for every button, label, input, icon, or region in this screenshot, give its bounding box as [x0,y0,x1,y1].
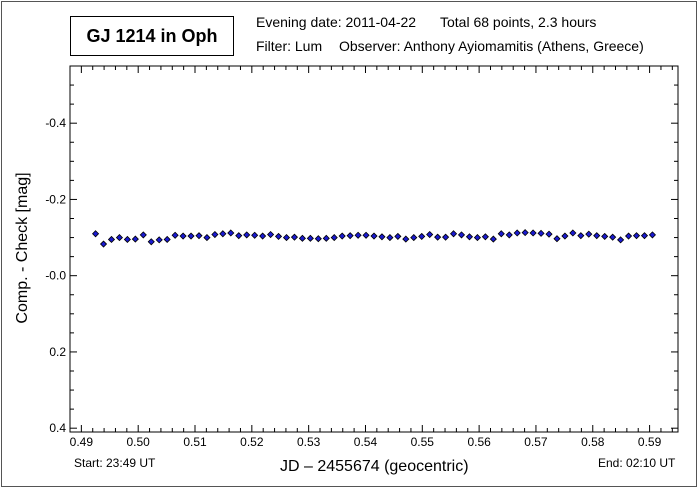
data-point [306,234,314,242]
data-point [147,238,155,246]
data-point [115,233,124,242]
data-point [585,230,593,238]
data-point [203,233,211,242]
data-point [465,233,474,241]
data-point [505,231,513,239]
data-point [434,233,442,241]
x-tick-label: 0.54 [354,435,378,449]
data-point [123,235,131,244]
y-tick-label: -0.0 [45,269,66,283]
data-point [354,231,362,239]
data-point [282,233,291,242]
data-point [648,231,656,239]
y-tick-label: 0.4 [49,421,66,435]
data-point [553,235,561,243]
data-point [537,229,545,237]
data-point [489,235,497,243]
data-point [442,233,450,241]
data-point [338,232,346,240]
data-point [99,240,108,248]
data-point [195,232,203,240]
data-point [274,232,283,240]
y-axis-label: Comp. - Check [mag] [14,172,31,324]
data-point [227,229,235,237]
y-tick-label: 0.2 [49,345,66,359]
end-time: End: 02:10 UT [598,456,676,470]
data-point [402,235,410,243]
data-point [529,229,537,237]
x-tick-label: 0.59 [638,435,662,449]
data-point [179,232,187,240]
data-point [426,230,434,239]
data-point [609,233,617,241]
data-point [131,235,139,243]
x-tick-label: 0.51 [183,435,207,449]
filter-info: Filter: Lum [256,38,323,54]
data-point [386,233,394,242]
data-point [632,232,641,240]
x-tick-label: 0.55 [411,435,435,449]
data-point [577,232,585,240]
y-tick-label: -0.2 [45,192,66,206]
data-point [267,230,275,239]
observer-info: Observer: Anthony Ayiomamitis (Athens, G… [339,38,644,54]
data-point [322,234,330,242]
data-point [259,232,267,240]
total-points: Total 68 points, 2.3 hours [440,14,597,30]
data-point [513,229,521,237]
data-point [394,232,402,240]
data-point [163,235,171,244]
data-point [362,231,370,239]
x-tick-label: 0.56 [467,435,491,449]
x-tick-label: 0.52 [240,435,264,449]
plot-area [69,65,679,433]
data-point [617,236,625,244]
data-point [561,232,569,240]
data-point [314,235,322,243]
evening-date: Evening date: 2011-04-22 [256,14,417,30]
data-point [235,232,243,240]
data-point [449,230,458,238]
x-tick-label: 0.50 [127,435,151,449]
data-point [521,229,529,237]
data-point [624,232,633,240]
data-point [410,233,418,242]
data-point [107,235,116,244]
data-point [601,232,609,240]
x-axis-label: JD – 2455674 (geocentric) [280,458,469,475]
x-tick-label: 0.53 [297,435,321,449]
y-tick-label: -0.4 [45,116,66,130]
data-point [298,234,306,242]
data-point [593,232,601,240]
data-point [378,233,386,241]
data-point [370,232,378,240]
start-time: Start: 23:49 UT [74,456,156,470]
data-point [457,231,466,239]
x-tick-label: 0.58 [581,435,605,449]
data-point [330,233,338,242]
data-point [92,230,100,238]
x-tick-label: 0.49 [70,435,94,449]
data-point [569,229,577,237]
data-point [497,230,505,238]
data-point [481,233,489,241]
data-point [473,233,481,242]
data-point [219,230,227,238]
data-point [640,232,649,240]
data-point [171,231,179,239]
data-point [251,231,259,239]
data-point [418,232,426,240]
data-point [155,236,163,244]
data-point [243,231,251,239]
data-point [187,232,195,240]
data-point [290,233,299,241]
data-point [211,230,219,239]
data-point [346,232,354,240]
data-point [139,231,147,239]
x-tick-label: 0.57 [524,435,548,449]
data-point [545,230,553,238]
chart-title: GJ 1214 in Oph [70,16,234,56]
